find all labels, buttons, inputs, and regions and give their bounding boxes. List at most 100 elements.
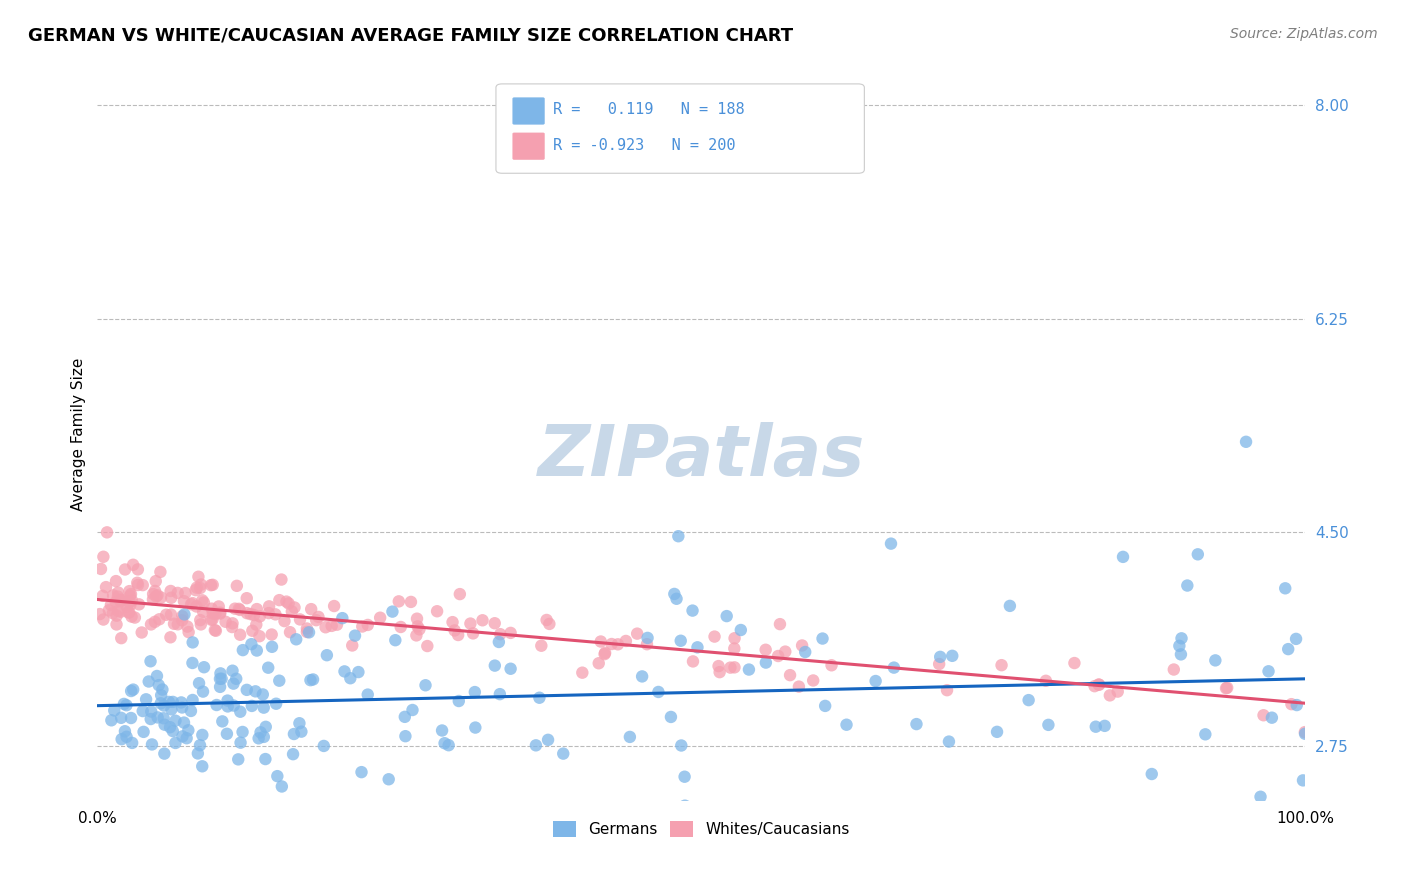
Point bbox=[273, 614, 295, 628]
Point bbox=[406, 612, 429, 626]
Point bbox=[236, 606, 259, 620]
Point bbox=[394, 710, 416, 724]
Point bbox=[208, 672, 231, 686]
Point bbox=[228, 602, 250, 616]
Point bbox=[723, 641, 745, 656]
Point bbox=[330, 611, 353, 625]
Point bbox=[1112, 549, 1135, 564]
Point bbox=[416, 639, 439, 653]
Point bbox=[835, 717, 858, 731]
Point bbox=[766, 648, 789, 663]
Point bbox=[270, 780, 292, 794]
Point bbox=[121, 593, 143, 607]
Point bbox=[191, 759, 214, 773]
Point bbox=[865, 673, 887, 688]
Point bbox=[489, 627, 512, 641]
Point bbox=[1063, 656, 1085, 670]
Point bbox=[105, 608, 128, 623]
Point bbox=[254, 720, 277, 734]
Point bbox=[936, 683, 959, 698]
Point bbox=[121, 736, 143, 750]
Point bbox=[221, 664, 243, 678]
Point bbox=[811, 632, 834, 646]
Point bbox=[174, 586, 197, 600]
Point bbox=[127, 578, 149, 592]
Point bbox=[426, 604, 449, 618]
Point bbox=[166, 617, 188, 632]
Point bbox=[200, 578, 222, 592]
Point bbox=[159, 584, 181, 599]
Point bbox=[240, 698, 263, 713]
Point bbox=[132, 704, 155, 718]
Point bbox=[631, 669, 654, 683]
Point bbox=[143, 615, 166, 629]
Point bbox=[619, 730, 641, 744]
Point bbox=[101, 588, 124, 602]
Point bbox=[907, 861, 929, 875]
Point bbox=[1170, 632, 1192, 646]
Point bbox=[630, 849, 652, 863]
Point bbox=[180, 597, 202, 611]
Point bbox=[288, 612, 311, 626]
Point bbox=[187, 570, 209, 584]
Point bbox=[637, 631, 659, 645]
Point bbox=[101, 606, 124, 620]
Point bbox=[229, 628, 252, 642]
Point bbox=[104, 595, 127, 609]
Point bbox=[249, 609, 271, 624]
Point bbox=[201, 601, 224, 615]
Point bbox=[342, 639, 364, 653]
Point bbox=[139, 712, 162, 726]
Point bbox=[127, 562, 149, 576]
Point bbox=[160, 591, 183, 605]
Point bbox=[172, 730, 194, 744]
Point bbox=[245, 684, 267, 698]
Point bbox=[1094, 719, 1116, 733]
Point bbox=[665, 591, 688, 606]
Point bbox=[281, 605, 304, 619]
Point bbox=[589, 634, 612, 648]
Point bbox=[290, 724, 312, 739]
Point bbox=[1261, 711, 1284, 725]
Point bbox=[1189, 838, 1212, 853]
Point bbox=[269, 593, 291, 607]
Point bbox=[1205, 884, 1227, 892]
Point bbox=[1163, 663, 1185, 677]
Point bbox=[820, 658, 842, 673]
Point bbox=[186, 599, 208, 614]
Point bbox=[193, 660, 215, 674]
Point bbox=[240, 624, 263, 638]
Point bbox=[536, 613, 558, 627]
Point bbox=[399, 595, 422, 609]
Point bbox=[1088, 678, 1111, 692]
Point bbox=[415, 678, 437, 692]
Point bbox=[103, 703, 125, 717]
Point bbox=[488, 635, 510, 649]
Point bbox=[673, 770, 696, 784]
Point bbox=[529, 690, 551, 705]
FancyBboxPatch shape bbox=[496, 84, 865, 173]
Text: R = -0.923   N = 200: R = -0.923 N = 200 bbox=[553, 138, 735, 153]
Point bbox=[170, 695, 193, 709]
Point bbox=[142, 587, 165, 601]
Point bbox=[339, 671, 361, 685]
Point bbox=[880, 536, 903, 550]
Point bbox=[298, 625, 321, 640]
Point bbox=[990, 658, 1012, 673]
Point bbox=[245, 617, 267, 632]
Point bbox=[1038, 718, 1060, 732]
Point bbox=[986, 724, 1008, 739]
Point bbox=[1204, 653, 1226, 667]
Point bbox=[91, 589, 114, 603]
Point bbox=[211, 714, 233, 729]
Point bbox=[115, 730, 138, 744]
Point bbox=[153, 717, 176, 731]
Point bbox=[209, 606, 232, 620]
Point bbox=[315, 620, 337, 634]
Point bbox=[110, 594, 132, 608]
Point bbox=[201, 607, 224, 621]
Point bbox=[1250, 789, 1272, 804]
Point bbox=[127, 575, 149, 590]
Point bbox=[394, 729, 416, 743]
Point bbox=[686, 640, 709, 655]
